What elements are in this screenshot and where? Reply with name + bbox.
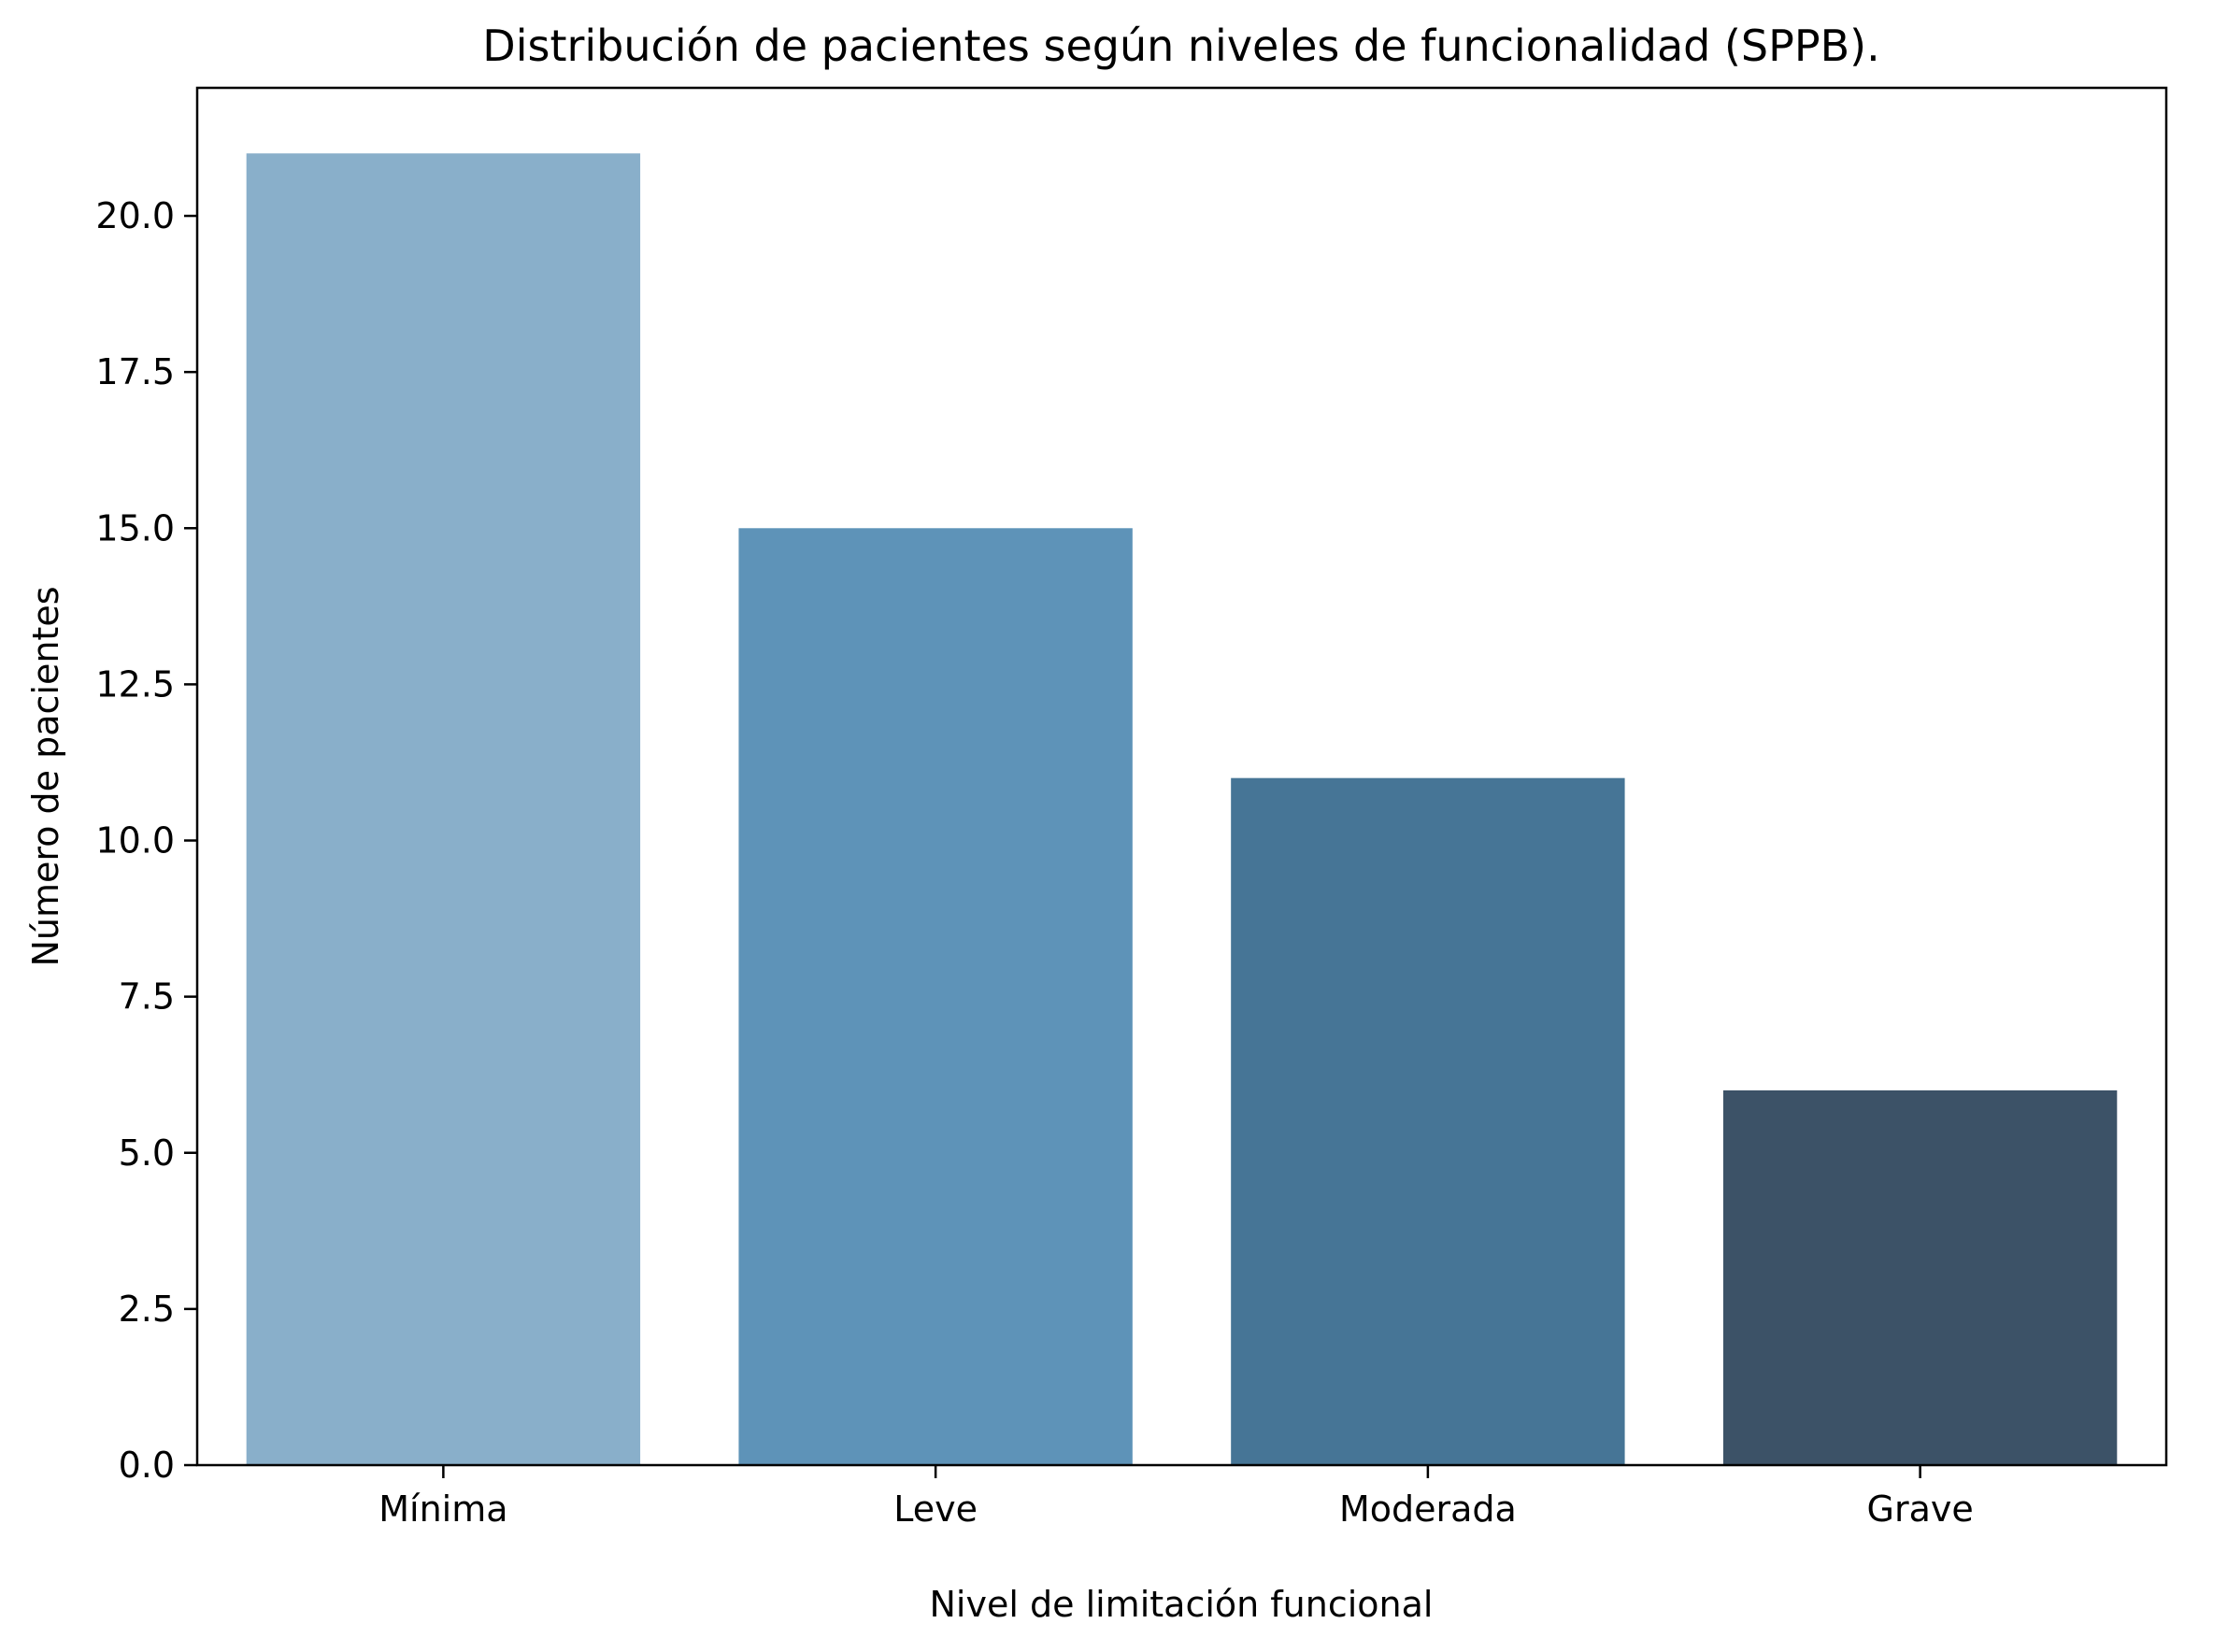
y-tick-label-7: 17.5 (95, 351, 175, 392)
bar-1 (738, 528, 1133, 1465)
bar-0 (246, 153, 641, 1466)
bar-2 (1231, 777, 1625, 1465)
y-tick-label-0: 0.0 (119, 1445, 175, 1486)
y-tick-label-2: 5.0 (119, 1132, 175, 1174)
y-tick-label-4: 10.0 (95, 820, 175, 862)
y-tick-label-6: 15.0 (95, 507, 175, 548)
x-axis-ticks: Mínima Leve Moderada Grave (378, 1465, 1974, 1530)
plot-frame (195, 86, 2168, 1467)
x-axis-label: Nivel de limitación funcional (930, 1584, 1434, 1625)
y-tick-label-1: 2.5 (119, 1289, 175, 1330)
y-tick-label-8: 20.0 (95, 195, 175, 236)
bars-group (246, 153, 2118, 1466)
y-axis-label: Número de pacientes (25, 587, 66, 967)
y-tick-label-5: 12.5 (95, 663, 175, 705)
bar-3 (1722, 1089, 2118, 1465)
x-tick-label-3: Grave (1867, 1488, 1974, 1530)
x-tick-label-2: Moderada (1339, 1488, 1517, 1530)
y-axis-ticks: 0.0 2.5 5.0 7.5 10.0 12.5 15.0 17.5 20.0 (95, 195, 197, 1486)
x-tick-label-1: Leve (893, 1488, 978, 1530)
y-tick-label-3: 7.5 (119, 976, 175, 1018)
chart-title: Distribución de pacientes según niveles … (482, 21, 1879, 71)
x-tick-label-0: Mínima (378, 1488, 507, 1530)
